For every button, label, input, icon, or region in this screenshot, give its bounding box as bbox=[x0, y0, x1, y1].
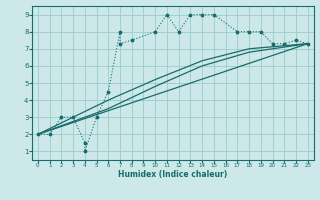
X-axis label: Humidex (Indice chaleur): Humidex (Indice chaleur) bbox=[118, 170, 228, 179]
